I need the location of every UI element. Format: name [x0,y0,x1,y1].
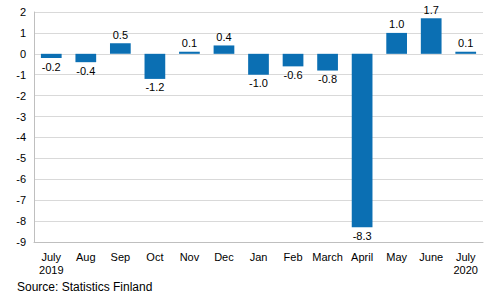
svg-text:April: April [351,251,373,263]
svg-text:June: June [419,251,443,263]
svg-text:-5: -5 [16,152,26,164]
svg-text:July: July [41,251,61,263]
svg-text:Oct: Oct [146,251,163,263]
svg-text:March: March [312,251,343,263]
svg-text:Jan: Jan [250,251,268,263]
svg-text:May: May [386,251,407,263]
svg-text:2019: 2019 [39,264,63,276]
svg-text:Source: Statistics Finland: Source: Statistics Finland [17,280,152,294]
svg-text:0.4: 0.4 [216,31,231,43]
svg-text:Dec: Dec [214,251,234,263]
svg-text:-2: -2 [16,90,26,102]
svg-text:0.1: 0.1 [182,37,197,49]
svg-text:-0.2: -0.2 [42,61,61,73]
svg-text:0.1: 0.1 [458,37,473,49]
svg-text:2: 2 [20,6,26,18]
svg-text:-9: -9 [16,236,26,248]
svg-text:1.0: 1.0 [389,18,404,30]
svg-text:-3: -3 [16,111,26,123]
svg-text:-0.4: -0.4 [76,65,95,77]
svg-text:Sep: Sep [111,251,131,263]
svg-text:2020: 2020 [453,264,477,276]
svg-text:1.7: 1.7 [424,4,439,16]
svg-text:1: 1 [20,27,26,39]
svg-text:-8.3: -8.3 [353,230,372,242]
svg-text:-0.6: -0.6 [284,69,303,81]
svg-text:Aug: Aug [76,251,96,263]
svg-text:-4: -4 [16,131,26,143]
svg-text:0: 0 [20,48,26,60]
svg-text:-1: -1 [16,69,26,81]
svg-text:July: July [456,251,476,263]
svg-text:-1.2: -1.2 [145,81,164,93]
svg-text:-1.0: -1.0 [249,77,268,89]
svg-text:-8: -8 [16,215,26,227]
svg-text:-6: -6 [16,173,26,185]
svg-text:Feb: Feb [284,251,303,263]
svg-text:-0.8: -0.8 [318,73,337,85]
svg-text:-7: -7 [16,194,26,206]
svg-text:Nov: Nov [180,251,200,263]
svg-text:0.5: 0.5 [113,29,128,41]
